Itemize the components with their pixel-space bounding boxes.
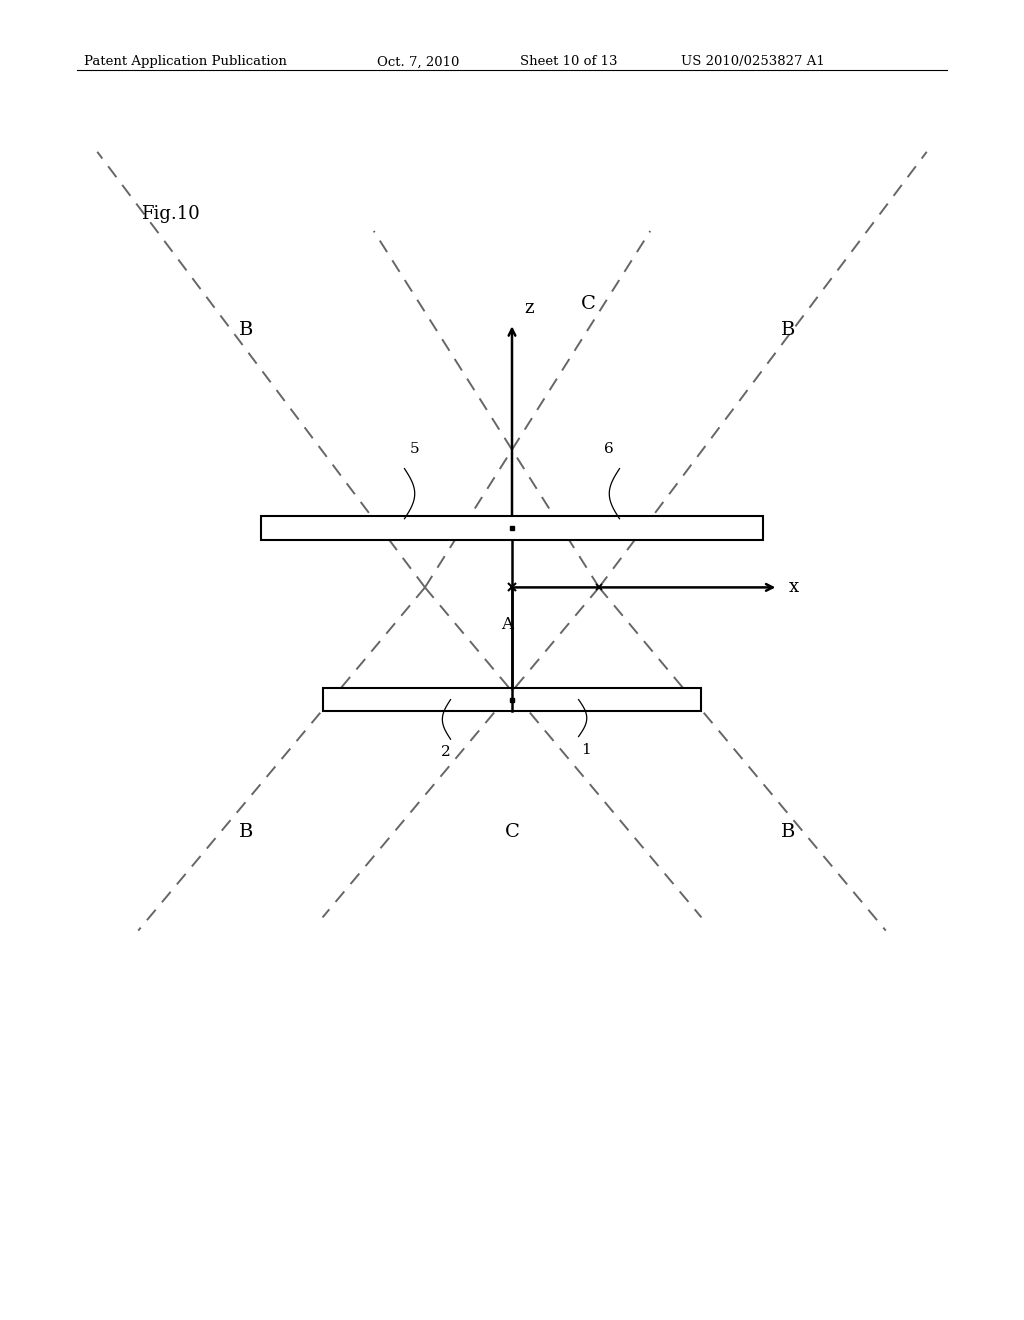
- Text: B: B: [239, 822, 253, 841]
- Text: x: x: [788, 578, 799, 597]
- Text: z: z: [524, 298, 534, 317]
- Text: Sheet 10 of 13: Sheet 10 of 13: [520, 55, 617, 69]
- Text: B: B: [239, 321, 253, 339]
- Bar: [323, 688, 701, 711]
- Text: 5: 5: [410, 442, 420, 455]
- Text: Patent Application Publication: Patent Application Publication: [84, 55, 287, 69]
- Text: C: C: [582, 294, 596, 313]
- Text: US 2010/0253827 A1: US 2010/0253827 A1: [681, 55, 824, 69]
- Text: 1: 1: [581, 743, 591, 756]
- Bar: [261, 516, 763, 540]
- Text: A: A: [501, 616, 513, 634]
- Text: 2: 2: [440, 746, 451, 759]
- Text: Fig.10: Fig.10: [141, 205, 200, 223]
- Text: 6: 6: [604, 442, 614, 455]
- Text: B: B: [781, 822, 796, 841]
- Text: B: B: [781, 321, 796, 339]
- Text: Oct. 7, 2010: Oct. 7, 2010: [377, 55, 459, 69]
- Text: C: C: [505, 822, 519, 841]
